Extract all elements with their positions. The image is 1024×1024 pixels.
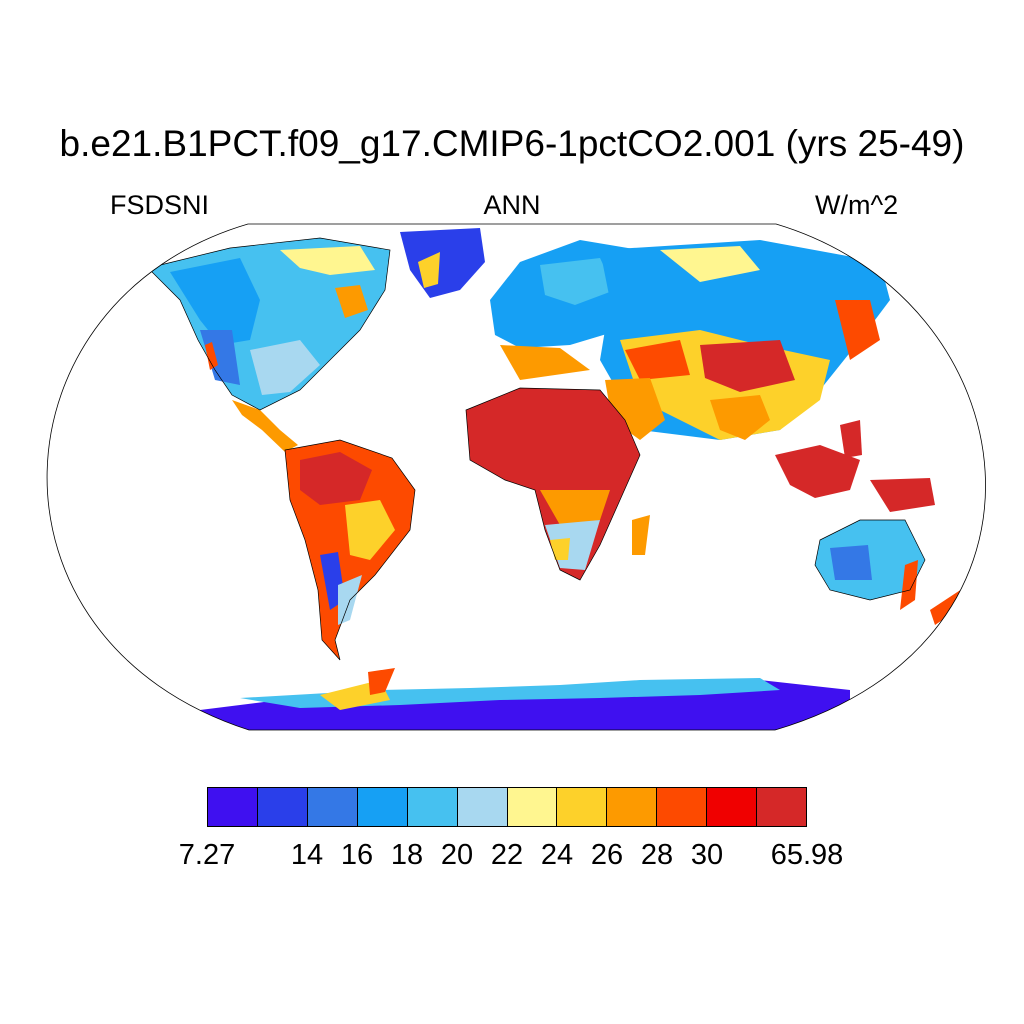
colorbar-tick-label: 20	[440, 839, 474, 871]
colorbar-tick-label: 14	[290, 839, 324, 871]
colorbar-box	[457, 788, 508, 826]
variable-label: FSDSNI	[110, 190, 210, 220]
colorbar	[207, 787, 807, 827]
colorbar-box	[507, 788, 558, 826]
colorbar-box	[357, 788, 408, 826]
map-frame	[46, 223, 986, 731]
colorbar-box	[407, 788, 458, 826]
colorbar-box	[208, 788, 258, 826]
africa	[466, 388, 640, 580]
colorbar-tick-label: 30	[690, 839, 724, 871]
colorbar-tick-label: 18	[390, 839, 424, 871]
plot-title: b.e21.B1PCT.f09_g17.CMIP6-1pctCO2.001 (y…	[59, 123, 965, 164]
greenland	[400, 228, 485, 298]
colorbar-tick-label: 65.98	[770, 839, 844, 871]
colorbar-tick-label: 16	[340, 839, 374, 871]
colorbar-box	[307, 788, 358, 826]
colorbar-tick-label: 22	[490, 839, 524, 871]
colorbar-box	[607, 788, 658, 826]
central-america	[232, 400, 298, 452]
colorbar-tick-label: 26	[590, 839, 624, 871]
colorbar-box	[757, 788, 807, 826]
colorbar-box	[707, 788, 758, 826]
units-label: W/m^2	[815, 190, 899, 220]
season-label: ANN	[483, 190, 541, 220]
colorbar-tick-label: 24	[540, 839, 574, 871]
colorbar-tick-label: 28	[640, 839, 674, 871]
colorbar-box	[657, 788, 708, 826]
colorbar-box	[257, 788, 308, 826]
colorbar-box	[557, 788, 608, 826]
colorbar-tick-label: 7.27	[178, 839, 236, 871]
maritime-continent	[775, 445, 860, 498]
